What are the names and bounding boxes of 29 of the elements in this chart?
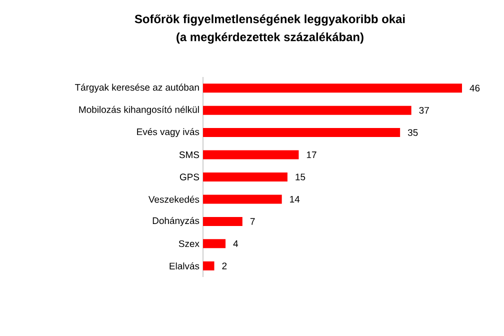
- bar: [203, 84, 462, 93]
- y-tick-label: Dohányzás: [152, 216, 200, 226]
- y-tick-label: Szex: [178, 240, 200, 248]
- bar: [203, 216, 242, 226]
- y-tick-label: SMS: [179, 151, 200, 158]
- chart-subtitle: (a megkérdezettek százalékában): [176, 32, 364, 44]
- y-tick-label: Tárgyak keresése az autóban: [75, 84, 199, 93]
- chart-title: Sofőrök figyelmetlenségének leggyakoribb okai: [134, 14, 405, 26]
- data-label: 37: [419, 106, 429, 114]
- data-label: 15: [296, 174, 306, 180]
- y-tick-label: Elalvás: [170, 262, 200, 270]
- y-tick-label: Mobilozás kihangosító nélkül: [79, 106, 199, 115]
- bar: [203, 128, 400, 138]
- y-tick-label: Evés vagy ivás: [137, 128, 200, 138]
- data-label: 17: [306, 152, 316, 158]
- data-label: 4: [233, 240, 238, 247]
- bar: [203, 261, 214, 270]
- data-label: 35: [408, 129, 418, 136]
- data-label: 46: [470, 84, 480, 92]
- bar: [203, 194, 282, 204]
- data-label: 14: [290, 196, 300, 202]
- bar: [203, 172, 288, 182]
- bar: [203, 150, 299, 160]
- data-label: 2: [222, 262, 227, 270]
- bar: [203, 106, 412, 115]
- y-tick-label: GPS: [180, 174, 200, 180]
- data-label: 7: [250, 218, 255, 225]
- bar: [203, 239, 226, 248]
- y-tick-label: Veszekedés: [148, 196, 200, 203]
